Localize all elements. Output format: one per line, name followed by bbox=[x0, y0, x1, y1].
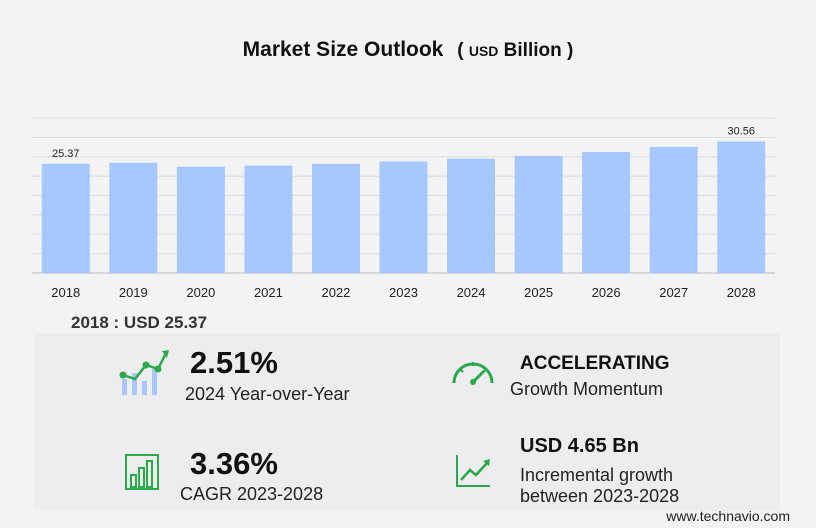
bar-2023[interactable] bbox=[379, 161, 428, 273]
bar-2028[interactable] bbox=[717, 141, 766, 273]
chart-title: Market Size Outlook ( USD Billion ) bbox=[0, 38, 816, 62]
chart-title-text: Market Size Outlook bbox=[242, 38, 444, 61]
x-tick-label-2024: 2024 bbox=[457, 285, 486, 300]
bar-chart-icon bbox=[125, 454, 159, 490]
x-tick-label-2026: 2026 bbox=[592, 285, 621, 300]
stats-panel: 2.51% 2024 Year-over-Year ACCELERATING G… bbox=[34, 333, 780, 511]
data-label-2018: 25.37 bbox=[52, 148, 80, 160]
speedometer-icon bbox=[452, 362, 494, 385]
momentum-label: Growth Momentum bbox=[510, 379, 664, 399]
x-tick-label-2023: 2023 bbox=[389, 285, 418, 300]
cagr-label: CAGR 2023-2028 bbox=[180, 484, 324, 504]
unit-scale: Billion bbox=[503, 40, 562, 61]
bar-chart: 2018 2019 2020 2021 2022 2023 2024 2025 2026 2027… bbox=[32, 117, 775, 300]
x-tick-label-2027: 2027 bbox=[659, 285, 688, 300]
bar-2022[interactable] bbox=[311, 163, 360, 273]
yoy-label: 2024 Year-over-Year bbox=[185, 384, 350, 404]
x-tick-label-2018: 2018 bbox=[51, 285, 80, 300]
unit-currency: USD bbox=[468, 43, 499, 59]
bar-2024[interactable] bbox=[447, 158, 496, 273]
x-tick-label-2021: 2021 bbox=[254, 285, 283, 300]
bar-2020[interactable] bbox=[176, 166, 225, 273]
bar-2019[interactable] bbox=[109, 162, 158, 273]
incremental-currency: USD bbox=[520, 435, 563, 457]
trend-line-icon bbox=[456, 455, 490, 487]
momentum-value: ACCELERATING bbox=[520, 353, 670, 374]
incremental-value-wrap: USD 4.65 Bn bbox=[520, 435, 639, 458]
chart-unit: ( USD Billion ) bbox=[457, 40, 573, 61]
bar-2018[interactable] bbox=[41, 163, 90, 273]
bar-2027[interactable] bbox=[649, 146, 698, 273]
incremental-value: 4.65 Bn bbox=[567, 435, 639, 457]
growth-chart-icon bbox=[119, 350, 169, 395]
x-tick-label-2019: 2019 bbox=[119, 285, 148, 300]
yoy-value: 2.51% bbox=[190, 345, 278, 380]
base-year-value: 2018 : USD 25.37 bbox=[71, 313, 208, 332]
incremental-label-line2: between 2023-2028 bbox=[520, 486, 680, 506]
x-tick-label-2020: 2020 bbox=[186, 285, 215, 300]
incremental-label-line1: Incremental growth bbox=[520, 465, 674, 485]
cagr-value: 3.36% bbox=[190, 446, 278, 481]
unit-open-paren: ( bbox=[457, 40, 464, 61]
bar-2025[interactable] bbox=[514, 155, 563, 273]
data-label-2028: 30.56 bbox=[727, 125, 755, 137]
x-tick-label-2022: 2022 bbox=[321, 285, 350, 300]
bar-2026[interactable] bbox=[582, 152, 631, 273]
x-tick-label-2025: 2025 bbox=[524, 285, 553, 300]
bar-2021[interactable] bbox=[244, 165, 293, 273]
unit-close-paren: ) bbox=[567, 40, 574, 61]
site-credit: www.technavio.com bbox=[666, 508, 790, 524]
x-tick-label-2028: 2028 bbox=[727, 285, 756, 300]
